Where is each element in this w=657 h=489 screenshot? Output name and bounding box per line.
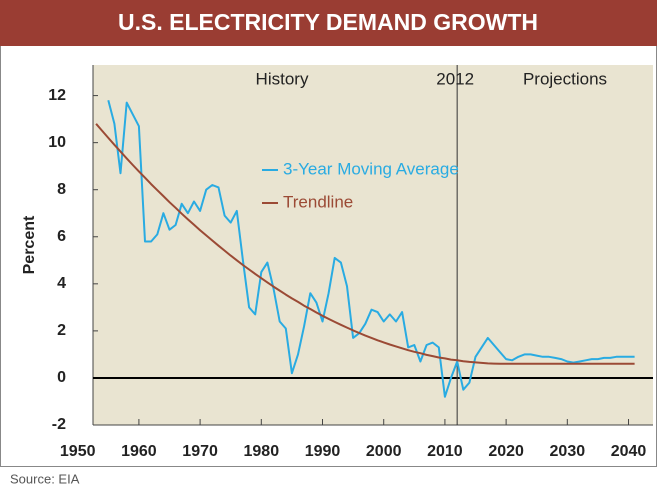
x-tick-label: 2020 — [488, 443, 524, 460]
chart-title: U.S. ELECTRICITY DEMAND GROWTH — [118, 9, 538, 35]
x-tick-label: 1980 — [244, 443, 280, 460]
x-tick-label: 2040 — [611, 443, 647, 460]
title-banner — [0, 0, 657, 46]
x-tick-label: 2010 — [427, 443, 463, 460]
divider-label: 2012 — [436, 69, 474, 88]
annotation: Projections — [523, 69, 607, 88]
x-tick-label: 1950 — [60, 443, 96, 460]
annotation: History — [256, 69, 309, 88]
x-tick-label: 1970 — [182, 443, 218, 460]
x-tick-label: 1990 — [305, 443, 341, 460]
x-tick-label: 2030 — [550, 443, 586, 460]
y-tick-label: 4 — [57, 275, 66, 292]
x-tick-label: 2000 — [366, 443, 402, 460]
source: Source: EIA — [10, 471, 80, 486]
plot-area — [93, 65, 653, 425]
legend-label: 3-Year Moving Average — [283, 159, 459, 178]
y-tick-label: 2 — [57, 322, 66, 339]
y-tick-label: 0 — [57, 369, 66, 386]
y-tick-label: 10 — [48, 134, 66, 151]
y-axis-label: Percent — [21, 215, 38, 274]
y-tick-label: 6 — [57, 228, 66, 245]
y-tick-label: -2 — [52, 416, 66, 433]
x-tick-label: 1960 — [121, 443, 157, 460]
series-line — [95, 123, 635, 365]
legend-label: Trendline — [283, 192, 353, 211]
series-line — [107, 100, 635, 398]
y-tick-label: 12 — [48, 87, 66, 104]
y-tick-label: 8 — [57, 181, 66, 198]
